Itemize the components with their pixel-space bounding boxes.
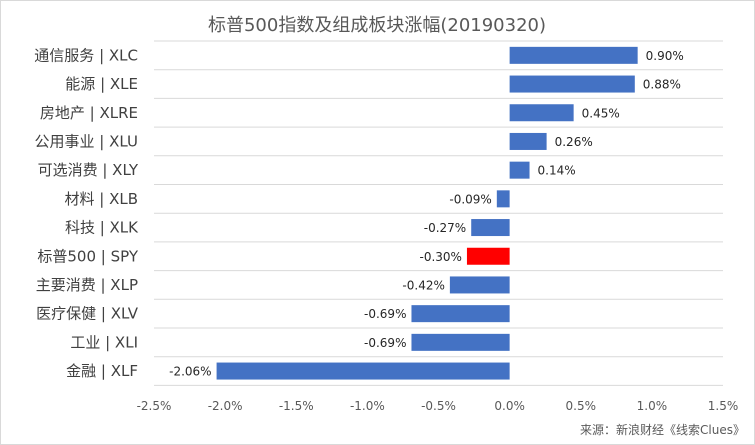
- bar: [509, 132, 547, 150]
- bars: [216, 46, 638, 380]
- value-labels: 0.90% 0.88% 0.45% 0.26% 0.14% -0.09% -0.27% -0.…: [169, 49, 684, 379]
- bar: [509, 75, 635, 93]
- value-label: -0.42%: [402, 278, 444, 292]
- bar: [496, 190, 510, 208]
- grid-lines: [154, 40, 723, 386]
- category-label: 公用事业 | XLU: [35, 132, 138, 150]
- category-label: 主要消费 | XLP: [36, 276, 138, 294]
- x-tick-label: 0.0%: [494, 399, 525, 413]
- category-label: 金融 | XLF: [66, 362, 138, 380]
- source-note: 来源：新浪财经《线索Clues》: [580, 422, 745, 437]
- bar: [509, 46, 638, 64]
- bar: [509, 161, 530, 179]
- x-tick-label: 0.5%: [566, 399, 597, 413]
- bar: [411, 305, 510, 323]
- category-label: 材料 | XLB: [64, 190, 138, 208]
- category-label: 通信服务 | XLC: [34, 46, 138, 64]
- x-tick-label: -0.5%: [421, 399, 456, 413]
- bar: [216, 362, 510, 380]
- x-tick-label: -1.5%: [279, 399, 314, 413]
- category-label: 标普500 | SPY: [37, 247, 138, 265]
- category-labels: 通信服务 | XLC 能源 | XLE 房地产 | XLRE 公用事业 | XLU 可选…: [34, 46, 139, 380]
- x-tick-label: -1.0%: [350, 399, 385, 413]
- value-label: -2.06%: [169, 365, 211, 379]
- value-label: 0.45%: [582, 106, 620, 120]
- x-tick-label: -2.0%: [208, 399, 243, 413]
- value-label: -0.09%: [449, 192, 491, 206]
- value-label: 0.26%: [555, 135, 593, 149]
- category-label: 医疗保健 | XLV: [36, 305, 139, 323]
- category-label: 房地产 | XLRE: [40, 104, 138, 122]
- bar: [509, 104, 574, 122]
- value-label: 0.14%: [538, 164, 576, 178]
- x-tick-label: 1.0%: [637, 399, 668, 413]
- value-label: -0.30%: [419, 250, 461, 264]
- bar: [466, 247, 510, 265]
- value-label: -0.69%: [364, 307, 406, 321]
- bar: [471, 219, 510, 237]
- value-label: 0.88%: [643, 78, 681, 92]
- x-tick-label: 1.5%: [708, 399, 739, 413]
- category-label: 科技 | XLK: [65, 219, 139, 237]
- category-label: 能源 | XLE: [65, 75, 138, 93]
- bar: [449, 276, 510, 294]
- x-tick-label: -2.5%: [137, 399, 172, 413]
- value-label: -0.27%: [424, 221, 466, 235]
- x-axis-tick-labels: -2.5% -2.0% -1.5% -1.0% -0.5% 0.0% 0.5% 1.0% 1.5…: [137, 399, 739, 413]
- category-label: 工业 | XLI: [70, 333, 138, 351]
- value-label: -0.69%: [364, 336, 406, 350]
- value-label: 0.90%: [646, 49, 684, 63]
- bar: [411, 333, 510, 351]
- category-label: 可选消费 | XLY: [38, 161, 139, 179]
- chart-title: 标普500指数及组成板块涨幅(20190320): [208, 15, 546, 36]
